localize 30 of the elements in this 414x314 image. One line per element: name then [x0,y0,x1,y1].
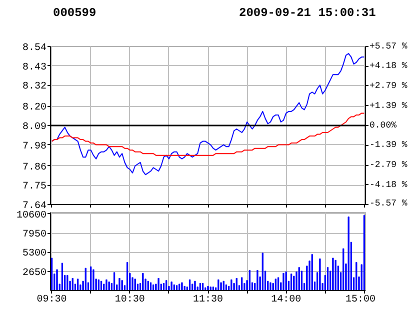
y2-tick-label: -1.39 % [370,140,408,150]
y2-tick-label: +4.18 % [370,61,408,72]
y-tick-label: 5300 [22,248,47,260]
line-series [51,112,365,156]
chart-title: 000599 [53,5,96,22]
y-tick-label: 8.43 [22,62,47,74]
x-tick-label: 11:30 [193,294,224,306]
y-tick-label: 7950 [22,230,47,241]
y-tick-label: 2650 [22,268,47,279]
x-tick-label: 09:30 [36,294,67,306]
y2-tick-label: -5.57 % [370,198,408,208]
y2-tick-label: +1.39 % [370,100,408,111]
y-tick-label: 10600 [16,210,47,222]
y-tick-label: 7.98 [22,141,47,152]
y-tick-label: 7.75 [22,182,47,193]
y-tick-label: 8.32 [22,82,47,93]
x-tick-label: 14:00 [271,294,302,306]
y-tick-label: 8.09 [22,122,47,133]
y2-tick-label: 0.00% [370,120,398,130]
y2-tick-label: -2.79 % [370,160,408,170]
y2-tick-label: -4.18 % [370,180,408,190]
x-tick-label: 15:00 [345,294,376,306]
y-tick-label: 8.20 [22,102,47,114]
x-tick-label: 10:30 [114,294,145,306]
chart-subtitle: 2009-09-21 15:00:31 [239,5,376,22]
y2-tick-label: +2.79 % [370,80,408,91]
y-tick-label: 7.64 [22,201,47,212]
y-tick-label: 8.54 [22,43,47,54]
y-tick-label: 7.86 [22,162,47,174]
y2-tick-label: +5.57 % [370,42,408,52]
